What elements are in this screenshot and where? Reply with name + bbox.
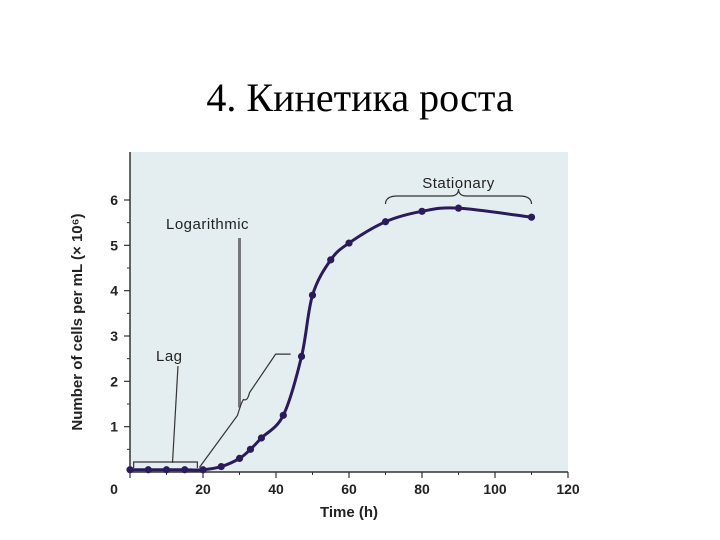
- data-point: [217, 462, 225, 471]
- data-point: [418, 207, 426, 215]
- stationary-brace: [384, 188, 533, 205]
- data-point: [345, 239, 353, 247]
- y-tick-label: 6: [110, 192, 118, 208]
- x-tick-label: 120: [556, 481, 580, 497]
- data-point: [297, 352, 306, 360]
- x-tick-label: 60: [341, 481, 357, 497]
- y-axis-label: Number of cells per mL (× 10⁶): [69, 213, 86, 430]
- y-tick-label: 3: [110, 328, 118, 344]
- plot-area: [130, 152, 568, 472]
- x-tick-label: 20: [195, 481, 211, 497]
- data-point: [162, 466, 171, 474]
- y-tick-label: 2: [110, 373, 118, 389]
- stationary-label: Stationary: [422, 175, 495, 192]
- lag-label: Lag: [156, 348, 183, 365]
- data-points: [126, 204, 536, 474]
- logarithmic-brace: [198, 353, 291, 468]
- y-tick-label: 5: [110, 237, 118, 253]
- lag-pointer: [171, 365, 179, 463]
- data-point: [144, 466, 152, 474]
- data-point: [308, 291, 317, 299]
- data-point: [235, 454, 244, 462]
- logarithmic-label: Logarithmic: [166, 216, 249, 233]
- slide-title: 4. Кинетика роста: [206, 75, 514, 120]
- data-point: [381, 218, 390, 226]
- data-point: [257, 434, 265, 442]
- data-point: [279, 411, 287, 419]
- data-point: [246, 445, 255, 453]
- x-axis-ticks: 0 20 40 60 80 100 120: [110, 472, 580, 497]
- data-point: [126, 466, 134, 474]
- data-point: [454, 204, 463, 212]
- y-tick-label: 4: [110, 283, 118, 299]
- x-tick-label: 40: [268, 481, 284, 497]
- data-point: [199, 466, 207, 474]
- data-point: [181, 466, 189, 474]
- y-axis-ticks: 1 2 3 4 5 6: [110, 192, 130, 450]
- x-tick-label: 0: [110, 481, 118, 497]
- x-tick-label: 80: [414, 481, 430, 497]
- phase-annotations: Stationary Logarithmic Lag: [133, 175, 533, 468]
- lag-brace: [133, 461, 198, 468]
- data-point: [327, 256, 335, 264]
- y-tick-label: 1: [110, 419, 118, 435]
- x-axis-label: Time (h): [320, 504, 378, 521]
- x-tick-label: 100: [483, 481, 507, 497]
- data-point: [527, 213, 536, 221]
